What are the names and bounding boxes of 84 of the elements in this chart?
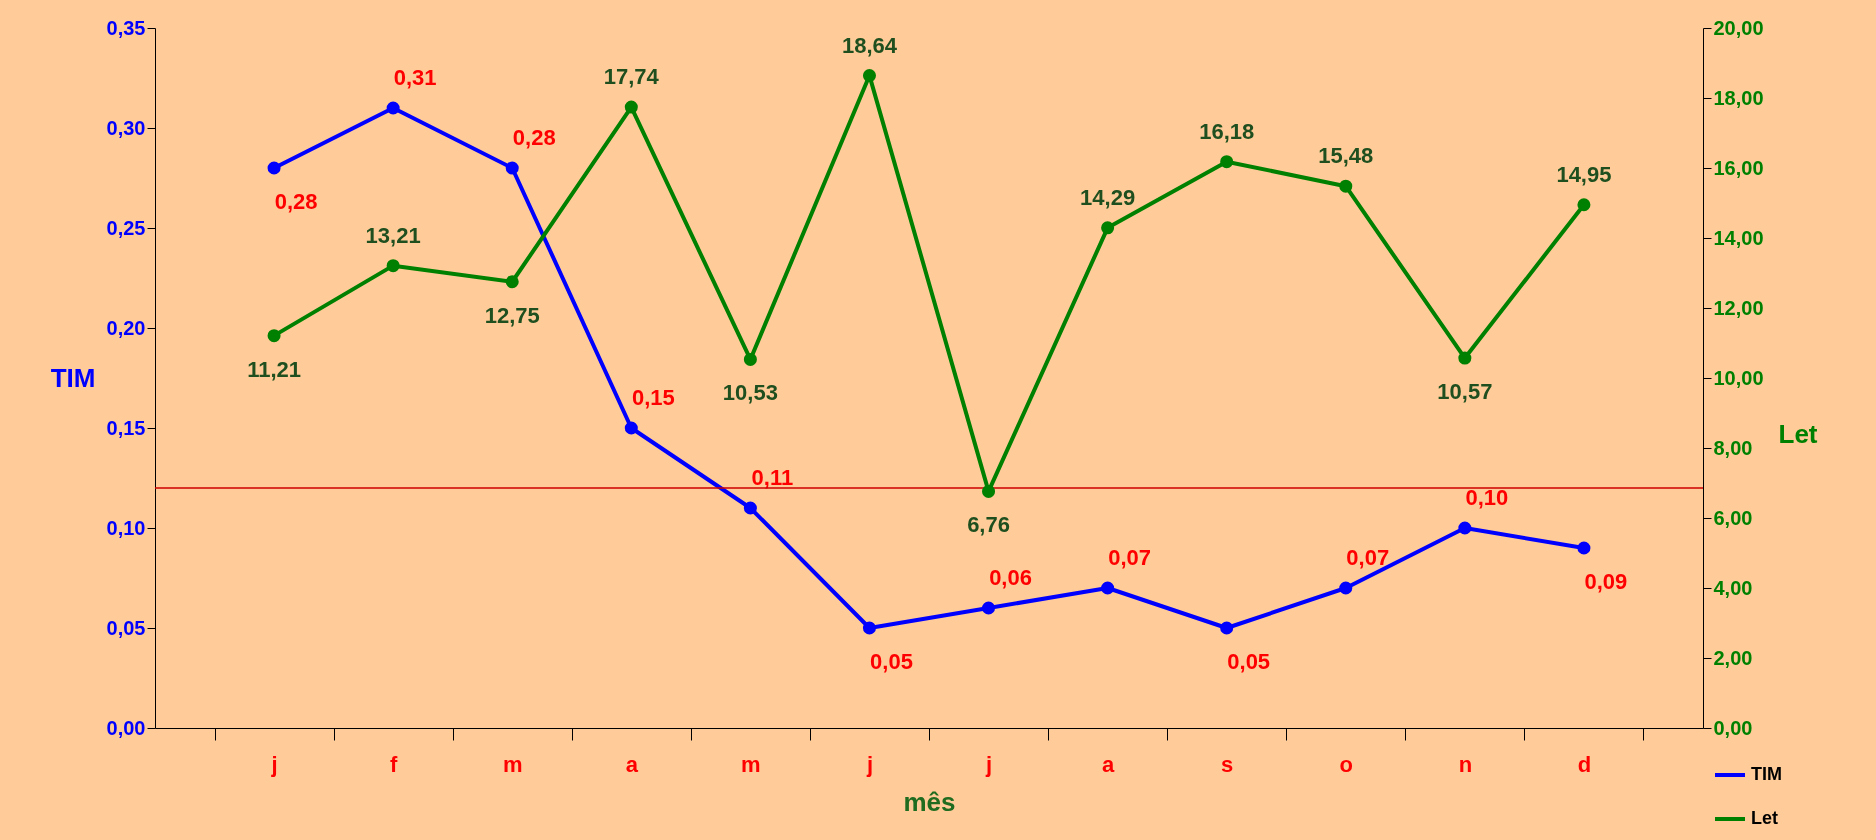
data-label: 0,07 <box>1108 545 1152 570</box>
y2-tick-label: 14,00 <box>1713 226 1764 249</box>
legend-label: TIM <box>1751 764 1782 784</box>
point <box>267 161 281 175</box>
data-label: 15,48 <box>1318 143 1374 169</box>
x-tick-label: a <box>625 751 639 777</box>
point <box>386 259 400 273</box>
y-tick-label: 0,00 <box>106 716 146 739</box>
data-label: 10,53 <box>722 380 778 406</box>
point <box>743 501 757 515</box>
point <box>624 421 638 435</box>
x-axis-title: mês <box>903 786 956 817</box>
point <box>1101 581 1115 595</box>
y2-tick-label: 16,00 <box>1713 156 1764 179</box>
point <box>1577 541 1591 555</box>
x-tick-label: j <box>984 751 993 777</box>
point <box>743 352 757 366</box>
y-tick-label: 0,15 <box>106 416 146 439</box>
point <box>862 69 876 83</box>
data-label: 14,95 <box>1556 161 1612 187</box>
y2-tick-label: 10,00 <box>1713 366 1764 389</box>
x-tick-label: j <box>270 751 278 777</box>
data-label: 17,74 <box>603 64 660 90</box>
data-label: 0,28 <box>274 189 318 214</box>
data-label: 16,18 <box>1199 118 1255 144</box>
x-tick-label: d <box>1577 751 1592 777</box>
data-label: 12,75 <box>484 302 540 328</box>
y2-tick-label: 18,00 <box>1713 86 1764 109</box>
data-label: 14,29 <box>1080 184 1136 210</box>
x-tick-label: f <box>389 751 398 777</box>
y-tick-label: 0,30 <box>106 116 146 139</box>
y2-tick-label: 20,00 <box>1713 16 1764 39</box>
x-tick-label: o <box>1339 751 1353 777</box>
y-tick-label: 0,25 <box>106 216 146 239</box>
point <box>982 484 996 498</box>
point <box>1220 621 1234 635</box>
point <box>862 621 876 635</box>
data-label: 0,15 <box>631 385 675 410</box>
data-label: 11,21 <box>247 356 301 382</box>
x-tick-label: a <box>1101 751 1115 777</box>
point <box>1101 221 1115 235</box>
x-tick-label: s <box>1221 751 1234 777</box>
data-label: 0,07 <box>1346 545 1390 570</box>
data-label: 10,57 <box>1437 379 1493 405</box>
y-tick-label: 0,10 <box>106 516 146 539</box>
point <box>1458 521 1472 535</box>
y-tick-label: 0,20 <box>106 316 146 339</box>
y2-tick-label: 12,00 <box>1713 296 1764 319</box>
x-tick-label: n <box>1458 751 1473 777</box>
y2-tick-label: 0,00 <box>1713 716 1753 739</box>
y2-axis-title: Let <box>1778 418 1818 449</box>
y-tick-label: 0,05 <box>106 616 146 639</box>
y-axis-title: TIM <box>50 362 96 393</box>
point <box>982 601 996 615</box>
data-label: 0,09 <box>1584 569 1628 594</box>
y2-tick-label: 8,00 <box>1713 436 1753 459</box>
data-label: 6,76 <box>967 512 1010 538</box>
legend-label: Let <box>1751 808 1779 828</box>
point <box>1339 581 1353 595</box>
data-label: 0,10 <box>1465 485 1509 510</box>
point <box>386 101 400 115</box>
point <box>1577 198 1591 212</box>
point <box>1220 155 1234 169</box>
point <box>624 100 638 114</box>
point <box>505 161 519 175</box>
y2-tick-label: 6,00 <box>1713 506 1753 529</box>
data-label: 0,28 <box>512 125 556 150</box>
data-label: 0,05 <box>870 649 913 674</box>
point <box>505 275 519 289</box>
x-tick-label: m <box>741 751 761 777</box>
x-tick-label: j <box>865 751 874 777</box>
point <box>1458 351 1472 365</box>
y2-tick-label: 2,00 <box>1713 646 1753 669</box>
y2-tick-label: 4,00 <box>1713 576 1753 599</box>
x-tick-label: m <box>502 751 523 777</box>
data-label: 0,11 <box>751 465 794 490</box>
y-tick-label: 0,35 <box>106 16 146 39</box>
data-label: 0,05 <box>1227 649 1271 674</box>
data-label: 0,31 <box>393 65 437 90</box>
data-label: 0,06 <box>989 565 1032 590</box>
data-label: 18,64 <box>841 32 898 58</box>
point <box>1339 179 1353 193</box>
point <box>267 329 281 343</box>
data-label: 13,21 <box>365 222 421 248</box>
